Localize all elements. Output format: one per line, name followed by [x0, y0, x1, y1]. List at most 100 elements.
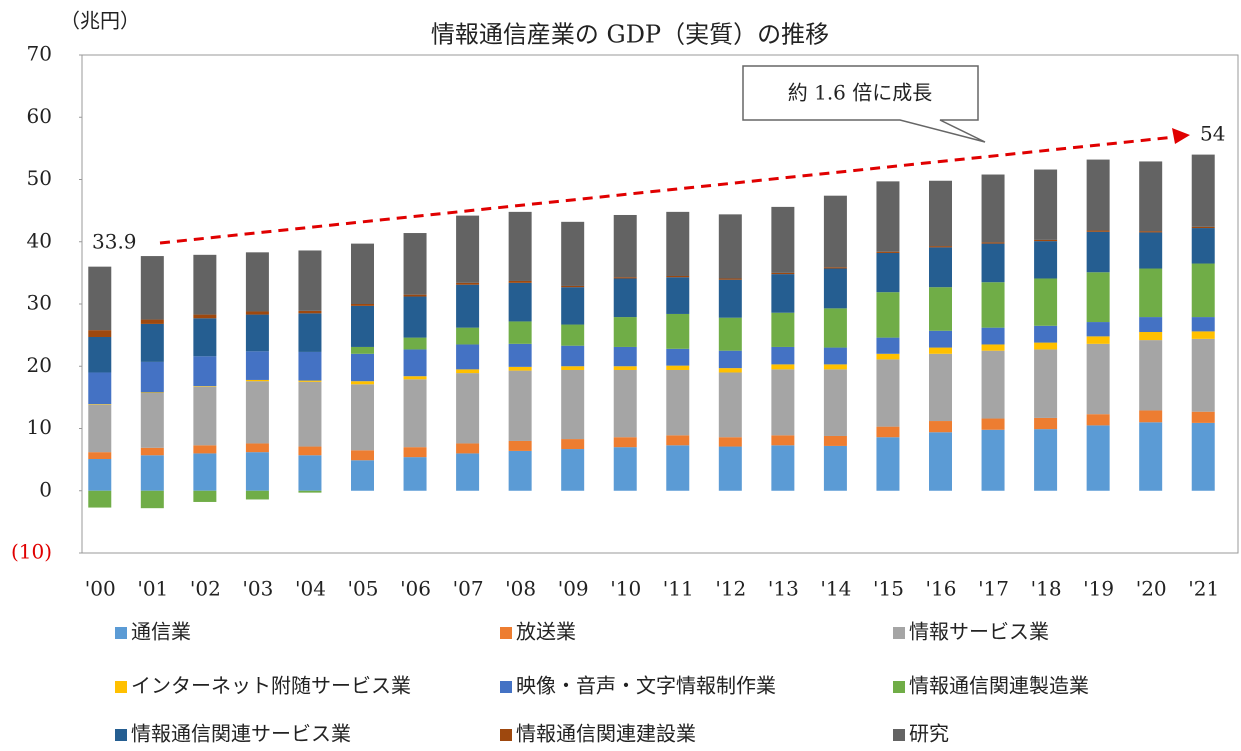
bar-segment: [1139, 232, 1163, 269]
bar-segment: [929, 421, 952, 433]
legend-label: 映像・音声・文字情報制作業: [516, 674, 776, 698]
bar-segment: [929, 353, 952, 422]
bar-segment: [508, 280, 532, 283]
x-tick-label: '09: [558, 577, 589, 601]
bar-segment: [1034, 241, 1058, 279]
bar-segment: [508, 282, 532, 322]
y-tick-label: (10): [11, 540, 52, 564]
bar-segment: [1034, 349, 1058, 418]
bar-segment: [193, 318, 217, 357]
bar-segment: [245, 490, 269, 500]
bar-segment: [981, 418, 1005, 430]
bar-segment: [876, 292, 900, 338]
bar-segment: [718, 446, 742, 491]
arrow-head: [1172, 128, 1190, 144]
annotation-end: 54: [1200, 122, 1225, 146]
bar-segment: [929, 347, 952, 354]
bar-segment: [140, 319, 164, 324]
bar-segment: [245, 351, 269, 380]
x-tick-label: '08: [505, 577, 536, 601]
bar-segment: [771, 445, 795, 491]
bar-segment: [981, 174, 1005, 243]
bar-segment: [666, 313, 690, 349]
bar-segment: [1034, 417, 1058, 430]
bar-segment: [1191, 422, 1215, 491]
bar-segment: [561, 449, 585, 491]
x-tick-label: '14: [820, 577, 851, 601]
bar-segment: [1139, 268, 1163, 318]
bar-segment: [456, 373, 480, 444]
bar-segment: [823, 195, 847, 268]
bar-segment: [298, 490, 322, 493]
bar-segment: [456, 344, 480, 370]
bar-segment: [666, 365, 690, 370]
bar-segment: [1139, 161, 1163, 232]
bar-segment: [613, 447, 637, 491]
bar-segment: [245, 452, 269, 491]
bar-segment: [613, 278, 637, 318]
bar-segment: [508, 440, 532, 451]
bar-segment: [981, 344, 1005, 351]
legend-label: 通信業: [131, 620, 191, 644]
bar-segment: [876, 252, 900, 293]
bar-segment: [876, 359, 900, 427]
bar-segment: [88, 404, 112, 453]
bar-segment: [666, 445, 690, 491]
legend-swatch: [115, 681, 127, 693]
bar-segment: [1086, 159, 1110, 231]
bar-segment: [981, 282, 1005, 328]
x-tick-label: '12: [715, 577, 746, 601]
bar-segment: [88, 452, 112, 460]
bar-segment: [456, 453, 480, 491]
growth-arrow: [159, 135, 1176, 245]
bar-segment: [245, 314, 269, 352]
bar-segment: [1034, 342, 1058, 350]
callout-text: 約 1.6 倍に成長: [788, 81, 933, 105]
bar-segment: [456, 284, 480, 328]
bar-segment: [245, 311, 269, 315]
bar-segment: [140, 256, 164, 320]
bar-segment: [403, 296, 427, 338]
bar-segment: [1034, 169, 1058, 240]
legend-swatch: [500, 729, 512, 741]
bar-segment: [351, 353, 374, 382]
bar-segment: [876, 337, 900, 354]
legend-label: 研究: [909, 722, 949, 746]
bar-segment: [403, 349, 427, 377]
bar-segment: [613, 214, 637, 278]
bar-segment: [823, 435, 847, 446]
legend-label: 情報通信関連製造業: [909, 674, 1089, 698]
y-tick-label: 20: [27, 353, 52, 377]
bar-segment: [1086, 425, 1110, 491]
bar-segment: [298, 351, 322, 381]
x-tick-label: '07: [453, 577, 484, 601]
bar-segment: [1034, 325, 1058, 343]
bar-segment: [1139, 317, 1163, 333]
bar-segment: [193, 356, 217, 387]
bar-segment: [981, 429, 1005, 491]
bar-segment: [351, 460, 374, 491]
bar-segment: [88, 404, 112, 405]
x-tick-label: '17: [978, 577, 1009, 601]
x-tick-label: '15: [873, 577, 904, 601]
bar-segment: [1191, 411, 1215, 423]
bar-segment: [929, 432, 952, 491]
bar-segment: [718, 350, 742, 369]
bar-segment: [1191, 317, 1215, 332]
bar-segment: [193, 254, 217, 315]
bar-segment: [88, 336, 112, 373]
bar-segment: [298, 381, 322, 447]
bar-segment: [88, 459, 112, 491]
bar-segment: [456, 369, 480, 374]
bar-segment: [929, 287, 952, 331]
bar-segment: [508, 370, 532, 441]
bar-segment: [876, 251, 900, 253]
bar-segment: [613, 366, 637, 370]
bar-segment: [351, 384, 374, 451]
bar-segment: [1086, 336, 1110, 344]
bar-segment: [1139, 340, 1163, 411]
bar-segment: [1191, 228, 1215, 264]
bar-segment: [1086, 322, 1110, 337]
bar-segment: [823, 267, 847, 269]
bar-segment: [351, 305, 374, 347]
